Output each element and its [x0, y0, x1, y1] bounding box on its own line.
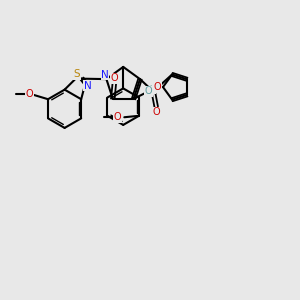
Text: H: H	[150, 85, 155, 94]
Text: O: O	[110, 73, 118, 83]
Text: O: O	[26, 89, 34, 99]
Text: N: N	[101, 70, 109, 80]
Text: N: N	[84, 81, 92, 91]
Text: S: S	[74, 69, 80, 79]
Text: O: O	[114, 112, 121, 122]
Text: O: O	[145, 86, 152, 97]
Text: O: O	[152, 107, 160, 117]
Text: O: O	[154, 82, 161, 92]
